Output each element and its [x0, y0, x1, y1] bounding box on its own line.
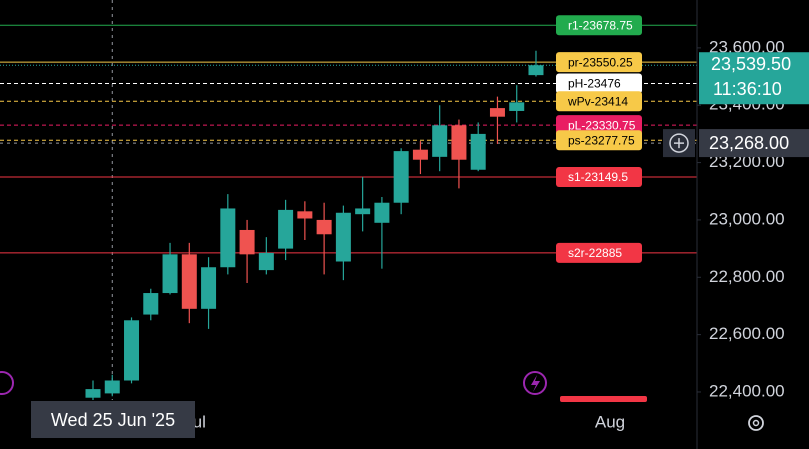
candle-body	[393, 151, 409, 203]
level-tag	[556, 115, 642, 136]
level-tag	[556, 73, 642, 94]
level-tag	[556, 15, 642, 36]
lightning-glyph	[531, 375, 540, 392]
candle-body	[278, 209, 294, 249]
candle-body	[451, 125, 467, 160]
hidden-label	[560, 396, 647, 402]
candle-body	[470, 133, 486, 170]
candle-body	[162, 254, 178, 294]
candle-body	[374, 202, 390, 223]
crosshair-price-label: 23,268.00	[709, 133, 789, 153]
crosshair-date-label: Wed 25 Jun '25	[51, 410, 175, 430]
candle-body	[104, 380, 120, 394]
level-tag	[556, 130, 642, 151]
countdown-label: 11:36:10	[713, 79, 782, 99]
candle-body	[297, 211, 313, 219]
level-tag	[556, 167, 642, 188]
level-label: pH-23476	[568, 77, 621, 91]
level-label: wPv-23414	[567, 94, 628, 108]
level-tag	[556, 91, 642, 112]
level-tag	[556, 52, 642, 73]
level-label: pL-23330.75	[568, 118, 636, 132]
candle-body	[258, 252, 274, 271]
crosshair-date-box	[31, 401, 195, 438]
y-tick-label: 22,600.00	[709, 324, 785, 343]
candle-body	[124, 320, 140, 381]
candle-body	[85, 389, 101, 398]
candle-body	[239, 229, 255, 255]
y-tick-label: 23,600.00	[709, 37, 785, 56]
level-label: r1-23678.75	[568, 18, 633, 32]
candle-body	[316, 219, 332, 235]
x-tick-label: Aug	[595, 412, 625, 431]
lightning-icon[interactable]	[523, 371, 547, 395]
level-label: ps-23277.75	[568, 133, 635, 147]
y-tick-label: 23,000.00	[709, 209, 785, 228]
candle-body	[143, 293, 159, 315]
crosshair-price-box	[699, 129, 809, 158]
overlay-layer: r1-23678.75 pr-23550.25 pH-23476 wPv-23414 p…	[31, 15, 809, 438]
last-price-box	[699, 52, 809, 105]
axis-layer: 23,800.0023,600.0023,400.0023,200.0023,0…	[184, 0, 785, 449]
lightning-icon[interactable]	[0, 371, 14, 395]
candle-body	[181, 254, 197, 309]
candle-body	[335, 212, 351, 262]
candle-body	[432, 125, 448, 157]
add-icon-plus	[674, 138, 684, 149]
last-price-label: 23,539.50	[711, 54, 791, 74]
settings-icon-center	[752, 419, 760, 427]
candle-body	[528, 65, 544, 76]
candle-body	[489, 108, 505, 117]
candle-body	[220, 208, 236, 268]
add-icon	[669, 133, 689, 153]
level-label: s1-23149.5	[568, 170, 628, 184]
y-tick-label: 22,800.00	[709, 267, 785, 286]
level-label: pr-23550.25	[568, 55, 633, 69]
candle-body	[201, 267, 217, 309]
candles-layer	[85, 50, 544, 400]
level-label: s2r-22885	[568, 246, 622, 260]
y-tick-label: 22,400.00	[709, 381, 785, 400]
level-tag	[556, 242, 642, 263]
candle-body	[355, 208, 371, 215]
candle-body	[509, 102, 525, 111]
settings-icon[interactable]	[748, 415, 764, 431]
candle-body	[412, 149, 428, 160]
